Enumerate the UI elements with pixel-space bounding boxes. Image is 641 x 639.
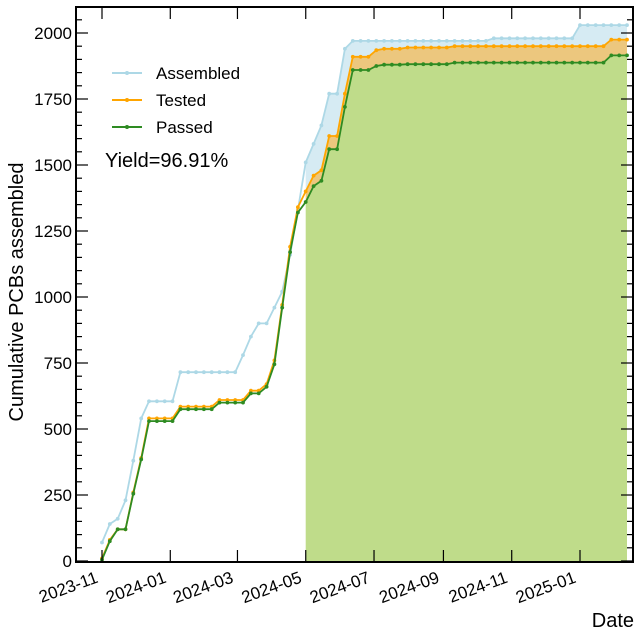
legend-label: Assembled (156, 64, 240, 83)
x-axis-title: Date (592, 610, 634, 632)
tested-band (305, 39, 627, 202)
legend-label: Tested (156, 91, 206, 110)
x-tick-label: 2024-09 (377, 568, 442, 607)
y-tick-label: 500 (44, 420, 72, 439)
assembled-band (305, 25, 627, 192)
plot-fills (305, 25, 627, 562)
x-tick-label: 2024-05 (239, 568, 304, 607)
y-tick-label: 1500 (34, 156, 72, 175)
y-tick-label: 1750 (34, 90, 72, 109)
y-tick-label: 750 (44, 354, 72, 373)
y-tick-label: 250 (44, 486, 72, 505)
y-axis-title: Cumulative PCBs assembled (6, 163, 28, 422)
x-tick-label: 2025-01 (513, 568, 578, 607)
plot-frame (75, 6, 634, 563)
y-axis-ticks: 0 250 500 750 1000 1250 1500 1750 2000 (34, 19, 633, 571)
passed-area (305, 55, 627, 562)
plot-lines (100, 23, 629, 562)
x-tick-label: 2023-11 (36, 568, 100, 607)
legend-label: Passed (156, 118, 213, 137)
yield-annotation: Yield=96.91% (105, 150, 228, 172)
assembled-markers (100, 23, 629, 545)
y-tick-label: 1000 (34, 288, 72, 307)
x-tick-label: 2024-11 (446, 568, 510, 607)
y-tick-label: 2000 (34, 24, 72, 43)
passed-markers (100, 53, 629, 562)
x-tick-label: 2024-01 (104, 568, 169, 607)
x-tick-label: 2024-07 (307, 568, 372, 607)
x-tick-label: 2024-03 (171, 568, 236, 607)
y-tick-label: 1250 (34, 222, 72, 241)
y-tick-label: 0 (63, 552, 72, 571)
legend: Assembled Tested Passed (112, 64, 240, 137)
